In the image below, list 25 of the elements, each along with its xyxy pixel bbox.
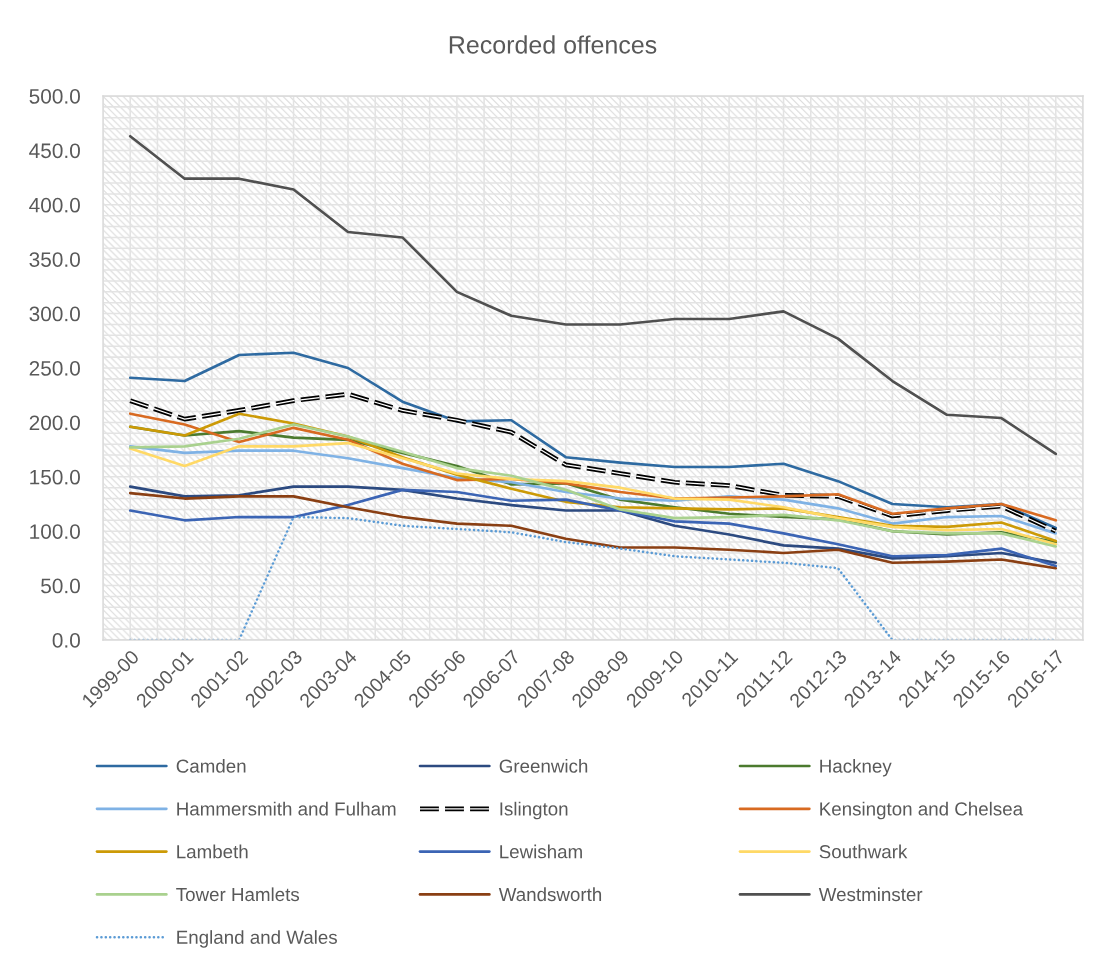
chart-title: Recorded offences	[449, 35, 657, 54]
y-tick-label: 200.0	[29, 415, 80, 431]
legend-label: Lewisham	[500, 844, 582, 859]
legend-label: Wandsworth	[498, 887, 602, 902]
y-tick-label: 250.0	[29, 361, 80, 376]
legend-label: Southwark	[819, 844, 908, 859]
legend-label: Kensington and Chelsea	[820, 801, 1024, 820]
legend-label: Hackney	[820, 759, 892, 777]
y-tick-label: 0.0	[52, 633, 80, 648]
legend-label: England and Wales	[177, 930, 337, 948]
y-tick-label: 450.0	[29, 143, 80, 159]
y-tick-label: 350.0	[29, 252, 80, 267]
legend-label: Islington	[500, 801, 568, 820]
y-tick-label: 300.0	[29, 306, 80, 322]
y-tick-label: 400.0	[29, 197, 80, 213]
y-tick-label: 150.0	[30, 469, 80, 485]
y-tick-label: 100.0	[30, 524, 80, 539]
legend-label: Camden	[176, 759, 246, 773]
legend-label: Westminster	[818, 887, 923, 902]
y-tick-label: 500.0	[29, 89, 80, 104]
legend-label: Hammersmith and Fulham	[177, 801, 396, 816]
legend-label: Lambeth	[177, 844, 248, 859]
legend-label: Greenwich	[499, 759, 588, 773]
legend-label: Tower Hamlets	[176, 887, 300, 902]
y-tick-label: 50.0	[41, 578, 80, 594]
